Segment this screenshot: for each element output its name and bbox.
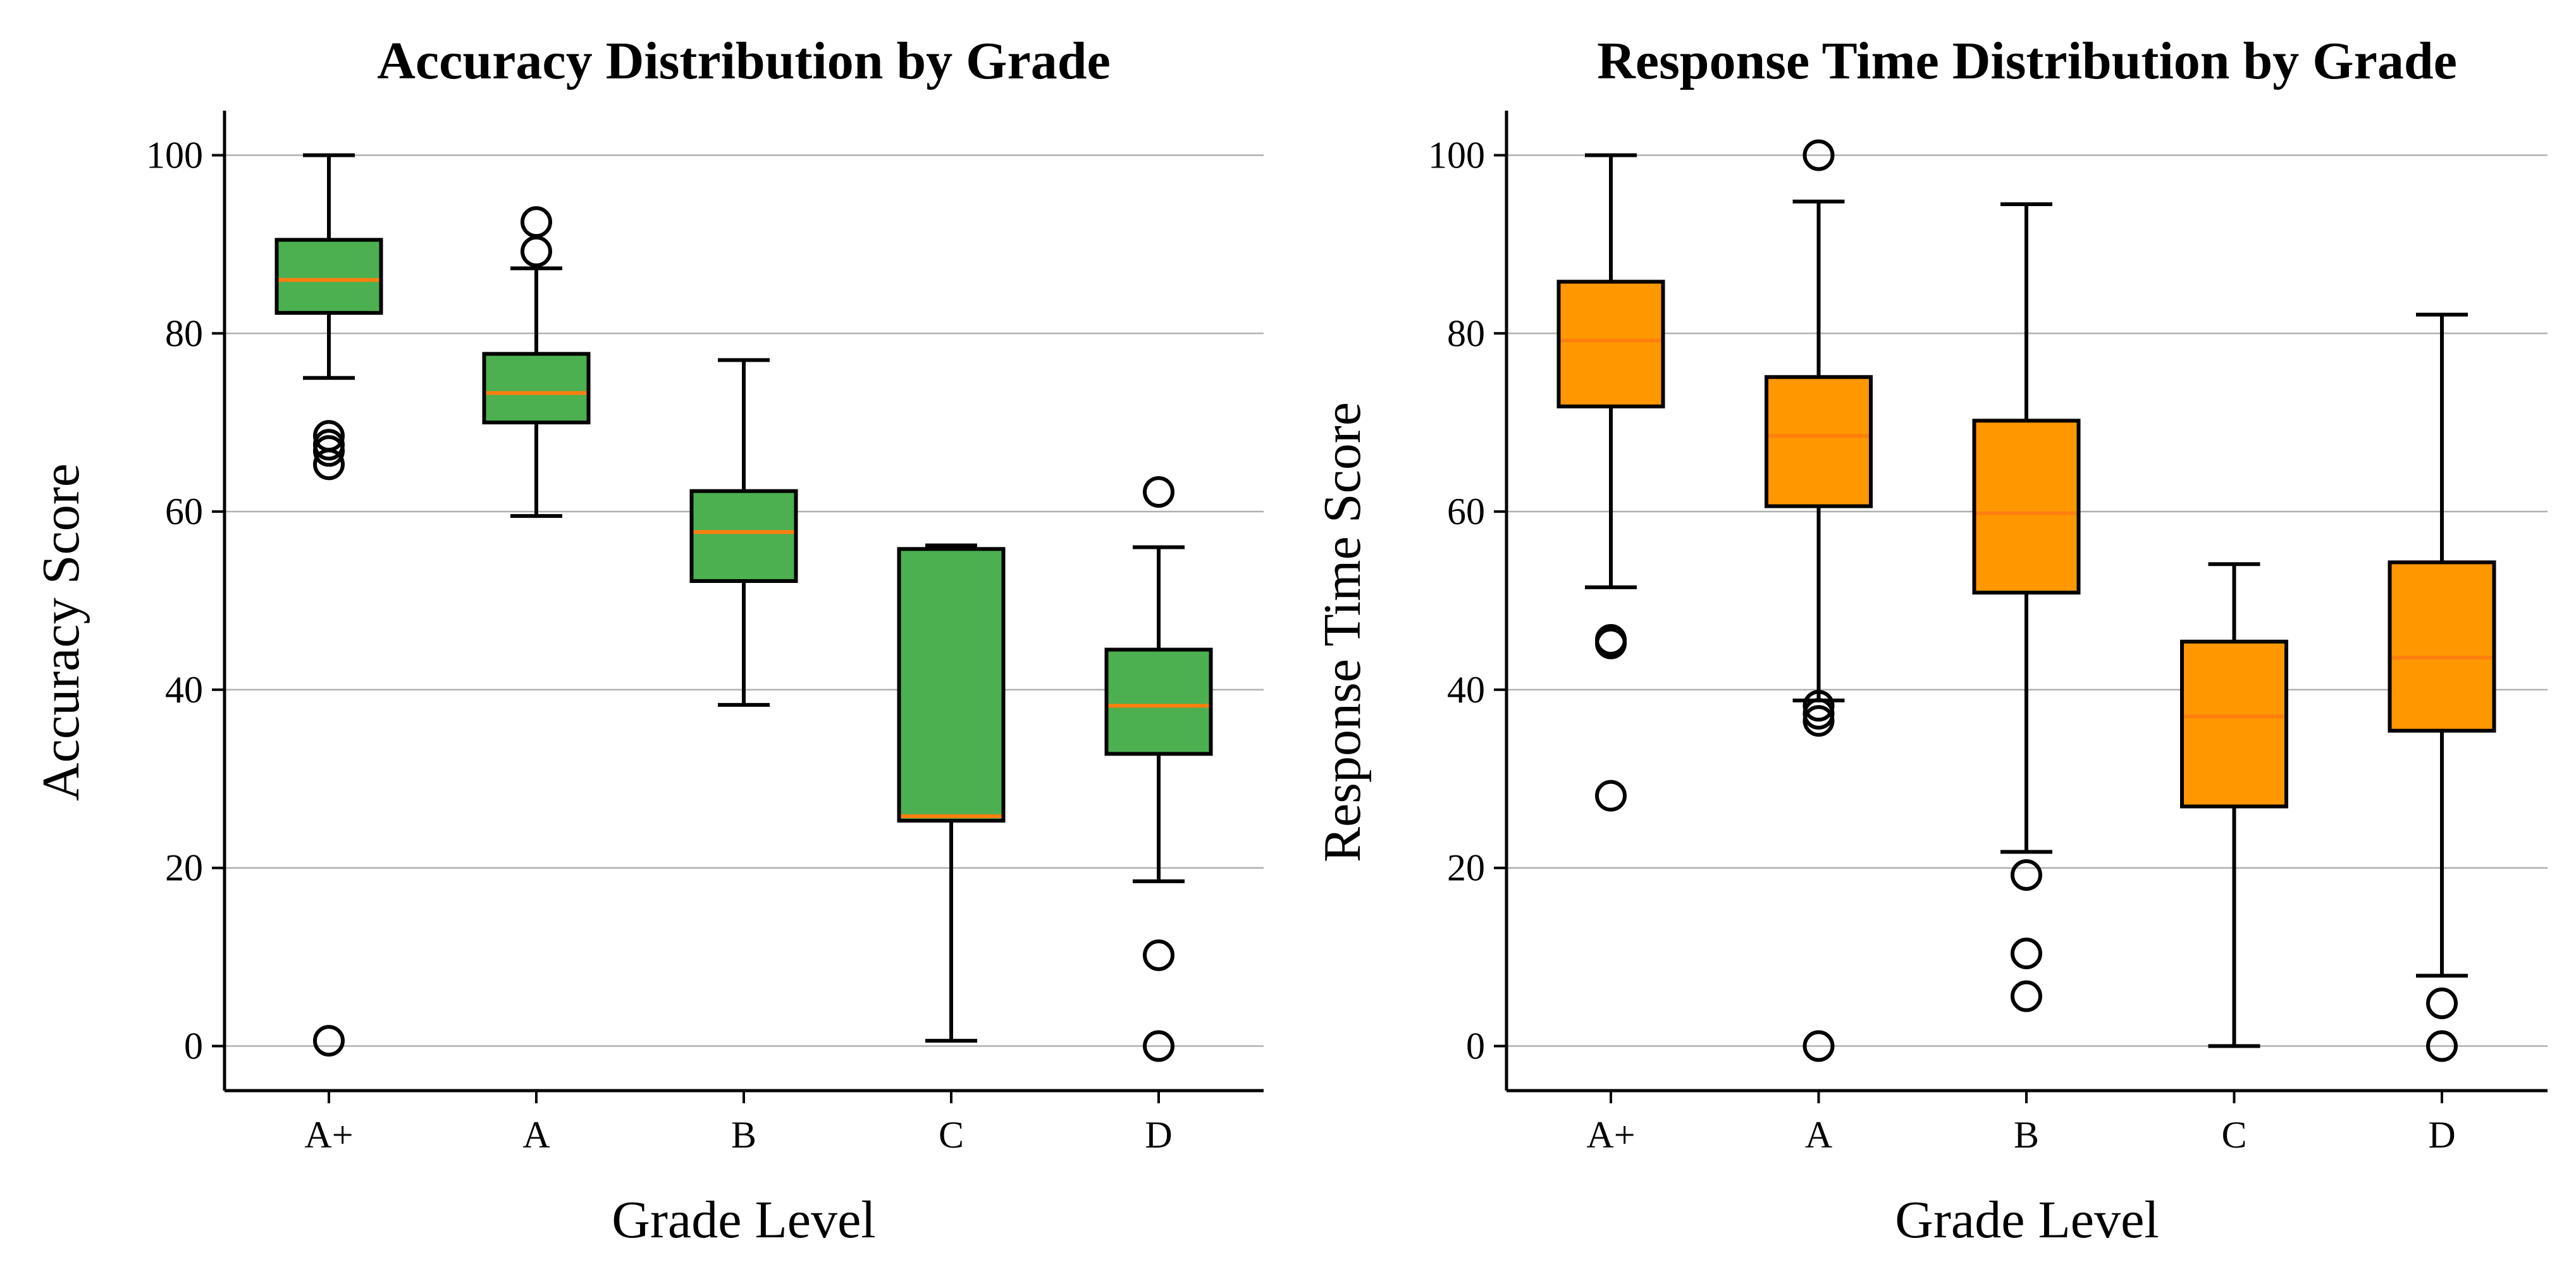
- response-time-x-tick-label-a: A: [1805, 1114, 1832, 1156]
- accuracy-box-a-plus-outlier-3: [313, 448, 345, 481]
- accuracy-grid: [225, 154, 1264, 1047]
- response-time-x-axis-label: Grade Level: [1895, 1191, 2159, 1249]
- accuracy-y-tick-label-0: 0: [184, 1026, 203, 1067]
- response-time-box-c-iqr: [2180, 639, 2288, 809]
- response-time-y-tick-label-80: 80: [1447, 312, 1485, 354]
- response-time-box-a-plus-iqr: [1556, 279, 1665, 408]
- response-time-box-b-outlier-0: [2011, 859, 2042, 891]
- response-time-box-d-iqr: [2388, 560, 2496, 733]
- accuracy-box-a-plus-group: [274, 153, 383, 1057]
- response-time-box-c-group: [2180, 562, 2288, 1048]
- response-time-y-axis-label: Response Time Score: [1313, 402, 1372, 862]
- response-time-box-d-outlier-0: [2426, 987, 2458, 1019]
- accuracy-x-axis-label: Grade Level: [612, 1191, 875, 1249]
- response-time-box-b-outlier-1: [2011, 938, 2042, 969]
- response-time-box-a-outlier-4: [1803, 1030, 1835, 1062]
- accuracy-box-a-group: [482, 206, 591, 518]
- accuracy-boxes: [274, 153, 1213, 1062]
- accuracy-box-d-iqr: [1104, 647, 1213, 756]
- response-time-box-a-outlier-3: [1803, 705, 1835, 737]
- accuracy-box-a-plus-iqr: [274, 238, 383, 315]
- accuracy-x-tick-label-b: B: [731, 1114, 756, 1156]
- response-time-box-a-plus-group: [1556, 153, 1665, 812]
- accuracy-y-ticks: 0 20 40 60 80 100: [146, 134, 225, 1067]
- response-time-panel: Response Time Distribution by Grade Resp…: [1313, 32, 2548, 1249]
- accuracy-y-tick-label-100: 100: [146, 134, 203, 176]
- accuracy-box-b-iqr: [689, 489, 798, 583]
- accuracy-x-tick-label-a: A: [522, 1114, 550, 1156]
- response-time-x-tick-label-a-plus: A+: [1586, 1114, 1635, 1156]
- response-time-x-ticks: A+ A B C D: [1586, 1091, 2456, 1156]
- accuracy-box-d-group: [1104, 476, 1213, 1062]
- response-time-y-tick-label-0: 0: [1466, 1026, 1485, 1067]
- response-time-y-tick-label-60: 60: [1447, 491, 1485, 532]
- accuracy-chart-title: Accuracy Distribution by Grade: [377, 32, 1111, 90]
- accuracy-panel: Accuracy Distribution by Grade Accuracy …: [32, 32, 1264, 1249]
- response-time-chart-title: Response Time Distribution by Grade: [1597, 32, 2457, 90]
- accuracy-y-axis-label: Accuracy Score: [32, 463, 90, 801]
- accuracy-x-tick-label-d: D: [1145, 1114, 1172, 1156]
- accuracy-y-tick-label-60: 60: [165, 491, 203, 532]
- response-time-box-a-plus-outlier-1: [1595, 627, 1627, 659]
- response-time-boxes: [1556, 139, 2496, 1062]
- response-time-box-d-outlier-1: [2426, 1030, 2458, 1062]
- accuracy-x-tick-label-c: C: [939, 1114, 964, 1156]
- accuracy-x-tick-label-a-plus: A+: [304, 1114, 353, 1156]
- response-time-x-tick-label-c: C: [2221, 1114, 2246, 1156]
- response-time-box-a-iqr: [1765, 375, 1873, 508]
- response-time-box-a-outlier-0: [1803, 139, 1835, 171]
- response-time-box-b-outlier-2: [2011, 980, 2042, 1012]
- response-time-x-tick-label-b: B: [2014, 1114, 2039, 1156]
- response-time-box-a-group: [1765, 139, 1873, 1062]
- accuracy-y-tick-label-80: 80: [165, 312, 203, 354]
- response-time-box-b-group: [1972, 202, 2081, 1012]
- accuracy-x-ticks: A+ A B C D: [304, 1091, 1173, 1156]
- accuracy-y-tick-label-20: 20: [165, 847, 203, 889]
- accuracy-box-b-group: [689, 358, 798, 707]
- accuracy-box-a-iqr: [482, 352, 591, 425]
- response-time-x-tick-label-d: D: [2428, 1114, 2455, 1156]
- accuracy-box-c-iqr: [897, 547, 1006, 823]
- accuracy-box-d-outlier-2: [1143, 1030, 1174, 1062]
- response-time-box-a-plus-outlier-2: [1595, 780, 1627, 812]
- response-time-box-a-outlier-1: [1803, 690, 1835, 722]
- accuracy-box-a-outlier-1: [521, 235, 552, 267]
- response-time-y-ticks: 0 20 40 60 80 100: [1428, 134, 1507, 1067]
- response-time-y-tick-label-40: 40: [1447, 669, 1485, 711]
- response-time-box-b-iqr: [1972, 419, 2081, 595]
- accuracy-box-a-plus-outlier-4: [313, 1025, 345, 1057]
- accuracy-box-c-group: [897, 543, 1006, 1043]
- response-time-y-tick-label-20: 20: [1447, 847, 1485, 889]
- response-time-box-d-group: [2388, 312, 2496, 1062]
- accuracy-box-d-outlier-1: [1143, 939, 1174, 971]
- accuracy-box-d-outlier-0: [1143, 476, 1174, 508]
- response-time-y-tick-label-100: 100: [1428, 134, 1485, 176]
- accuracy-y-tick-label-40: 40: [165, 669, 203, 711]
- accuracy-box-a-plus-outlier-2: [313, 435, 345, 467]
